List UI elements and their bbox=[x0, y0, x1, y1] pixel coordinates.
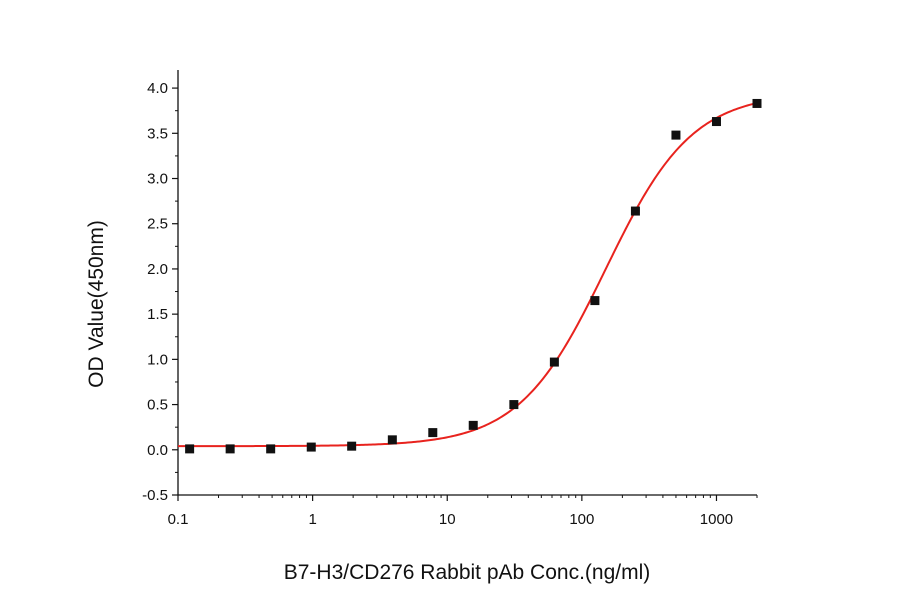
x-tick-label: 100 bbox=[569, 511, 594, 528]
y-tick-label: 0.5 bbox=[147, 397, 168, 414]
axes bbox=[177, 70, 757, 496]
data-point bbox=[225, 444, 235, 454]
data-point bbox=[590, 296, 600, 306]
x-axis-label: B7-H3/CD276 Rabbit pAb Conc.(ng/ml) bbox=[284, 561, 651, 584]
data-points bbox=[185, 98, 762, 454]
x-tick-label: 1000 bbox=[700, 511, 733, 528]
data-point bbox=[549, 357, 559, 367]
data-point bbox=[671, 130, 681, 140]
y-tick-label: 1.5 bbox=[147, 306, 168, 323]
y-tick-label: 4.0 bbox=[147, 80, 168, 97]
data-point bbox=[387, 435, 397, 445]
x-tick-label: 0.1 bbox=[168, 511, 189, 528]
y-tick-label: 1.0 bbox=[147, 351, 168, 368]
data-point bbox=[468, 420, 478, 430]
data-point bbox=[630, 206, 640, 216]
fit-curve bbox=[178, 102, 758, 448]
y-tick-label: 0.0 bbox=[147, 442, 168, 459]
y-axis-ticks: -0.5 0.0 0.5 1.0 1.5 2.0 2.5 3.0 3.5 4.0 bbox=[142, 80, 178, 504]
y-tick-label: 2.5 bbox=[147, 216, 168, 233]
data-point bbox=[509, 400, 519, 410]
x-tick-label: 10 bbox=[439, 511, 456, 528]
y-tick-label: 3.5 bbox=[147, 125, 168, 142]
data-point bbox=[266, 444, 276, 454]
data-point bbox=[752, 98, 762, 108]
data-point bbox=[347, 441, 357, 451]
data-point bbox=[306, 442, 316, 452]
y-tick-label: 3.0 bbox=[147, 171, 168, 188]
x-axis-ticks: 0.1 1 10 100 1000 bbox=[168, 495, 758, 528]
data-point bbox=[711, 117, 721, 127]
y-tick-label: -0.5 bbox=[142, 487, 168, 504]
data-point bbox=[428, 428, 438, 438]
data-point bbox=[185, 444, 195, 454]
y-axis-label: OD Value(450nm) bbox=[85, 220, 108, 388]
y-tick-label: 2.0 bbox=[147, 261, 168, 278]
x-tick-label: 1 bbox=[308, 511, 316, 528]
